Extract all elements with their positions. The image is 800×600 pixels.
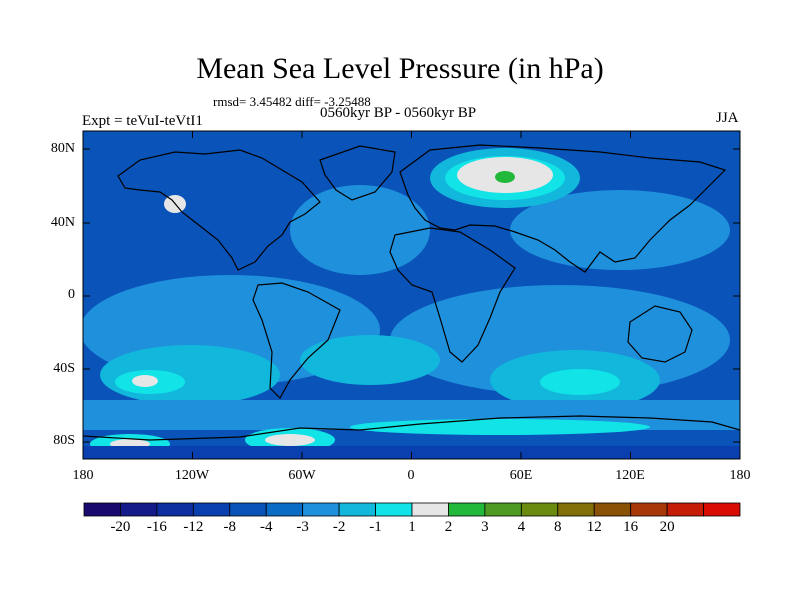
field-region bbox=[510, 190, 730, 270]
colorbar-label: 1 bbox=[408, 519, 416, 535]
colorbar-label: -20 bbox=[110, 519, 131, 535]
colorbar-swatch bbox=[520, 502, 559, 517]
colorbar-swatch bbox=[666, 502, 704, 517]
colorbar-swatch bbox=[703, 502, 741, 517]
field-region bbox=[132, 375, 158, 387]
colorbar-swatch bbox=[448, 502, 486, 517]
colorbar-swatch bbox=[630, 502, 668, 517]
colorbar-swatch bbox=[593, 502, 632, 517]
colorbar-label: 2 bbox=[444, 519, 453, 535]
colorbar-swatch bbox=[229, 502, 267, 517]
colorbar-swatch bbox=[411, 502, 449, 517]
colorbar-swatch bbox=[192, 502, 231, 517]
colorbar-swatch bbox=[265, 502, 304, 517]
colorbar-label: 16 bbox=[623, 519, 639, 535]
colorbar-swatch bbox=[338, 502, 376, 517]
lat-label-80s: 80S bbox=[53, 433, 75, 448]
colorbar-label: -12 bbox=[183, 519, 204, 535]
field-region bbox=[495, 171, 515, 183]
colorbar-label: 4 bbox=[517, 519, 526, 535]
colorbar-label: -4 bbox=[259, 519, 273, 535]
lat-label-0: 0 bbox=[68, 287, 75, 302]
lat-label-80n: 80N bbox=[50, 141, 75, 156]
lon-label-60w: 60W bbox=[288, 468, 316, 483]
colorbar-label: -1 bbox=[369, 519, 382, 535]
colorbar-label: -8 bbox=[223, 519, 237, 535]
colorbar-swatch bbox=[302, 502, 340, 517]
colorbar-label: -16 bbox=[146, 519, 167, 535]
stats-label: rmsd= 3.45482 diff= -3.25488 bbox=[213, 94, 371, 109]
colorbar bbox=[83, 502, 741, 517]
period-label: 0560kyr BP - 0560kyr BP bbox=[320, 105, 477, 121]
colorbar-label: -3 bbox=[296, 519, 309, 535]
colorbar-swatch bbox=[156, 502, 194, 517]
coastlines bbox=[83, 144, 740, 441]
colorbar-label: 3 bbox=[481, 519, 489, 535]
colorbar-swatch bbox=[83, 502, 121, 517]
lon-label-180e: 180 bbox=[729, 468, 751, 483]
lon-label-120e: 120E bbox=[615, 468, 645, 483]
lon-label-120w: 120W bbox=[174, 468, 210, 483]
field-region bbox=[300, 335, 440, 385]
field-region bbox=[290, 185, 430, 275]
experiment-label: Expt = teVuI-teVtI1 bbox=[82, 113, 203, 129]
colorbar-swatch bbox=[484, 502, 522, 517]
chart-title: Mean Sea Level Pressure (in hPa) bbox=[196, 52, 604, 85]
colorbar-label: 20 bbox=[659, 519, 675, 535]
season-label: JJA bbox=[716, 110, 739, 126]
colorbar-label: 12 bbox=[586, 519, 602, 535]
colorbar-label: -2 bbox=[332, 519, 346, 535]
colorbar-swatch bbox=[557, 502, 595, 517]
field-region bbox=[540, 369, 620, 395]
field-region bbox=[265, 434, 315, 446]
colorbar-swatch bbox=[120, 502, 158, 517]
lon-label-180w: 180 bbox=[72, 468, 94, 483]
colorbar-swatch bbox=[375, 502, 413, 517]
colorbar-label: 8 bbox=[554, 519, 562, 535]
lon-label-60e: 60E bbox=[509, 468, 533, 483]
axis-ticks bbox=[82, 131, 741, 459]
lat-label-40n: 40N bbox=[50, 215, 75, 230]
lat-label-40s: 40S bbox=[53, 361, 75, 376]
lon-label-0: 0 bbox=[407, 468, 415, 483]
field-region bbox=[350, 419, 650, 435]
pressure-field bbox=[83, 131, 740, 459]
